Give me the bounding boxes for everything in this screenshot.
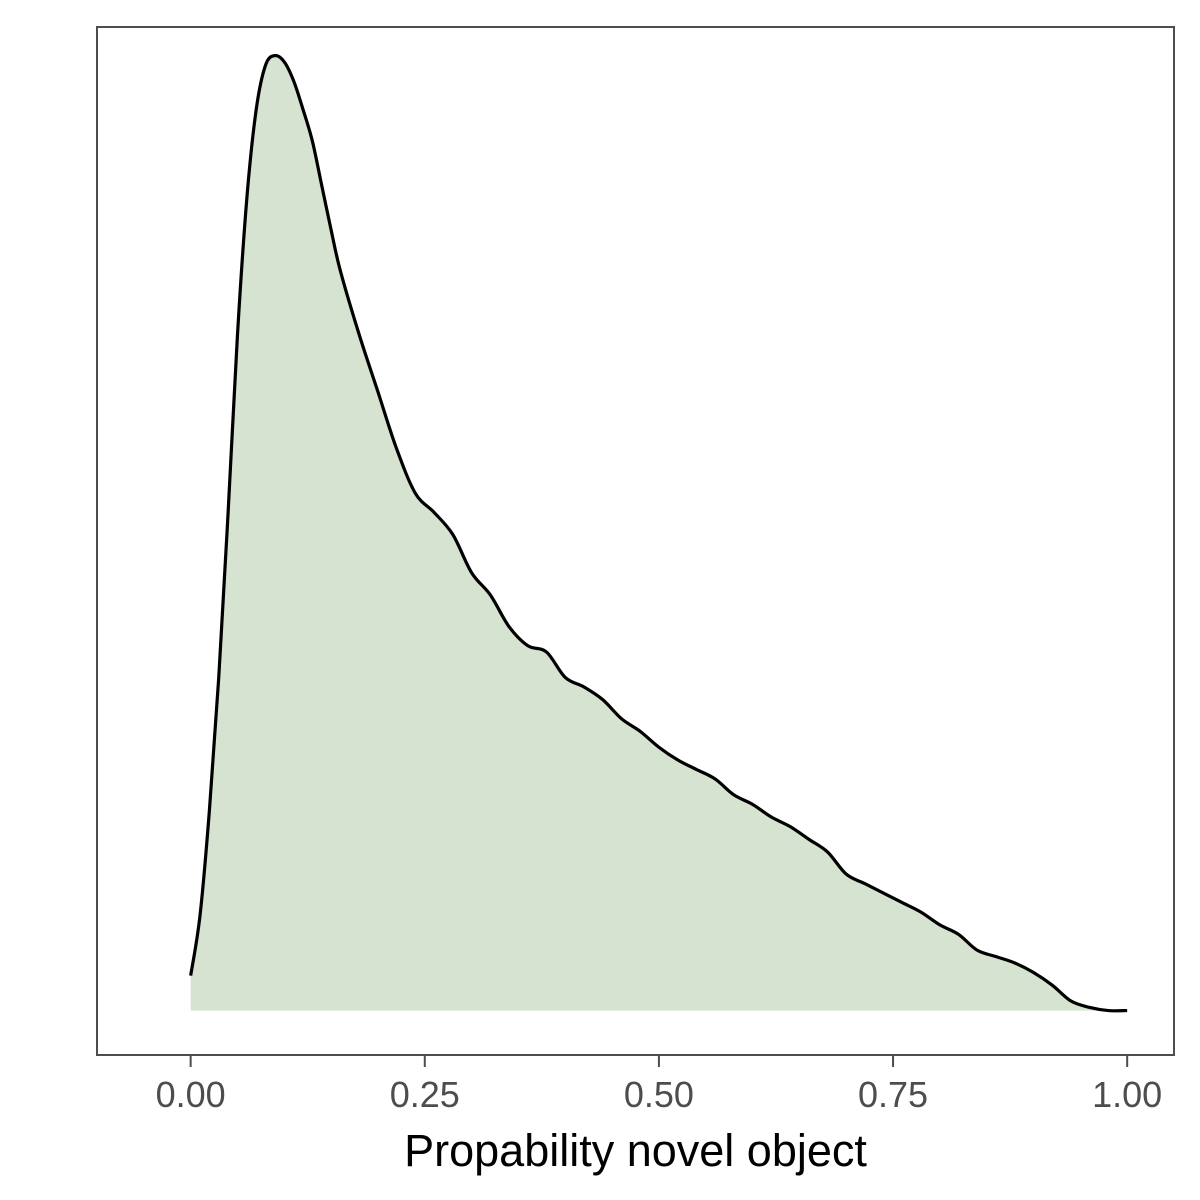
density-curve-line bbox=[189, 53, 1128, 1013]
x-tick-label: 1.00 bbox=[1092, 1074, 1162, 1115]
x-tick-label: 0.75 bbox=[858, 1074, 928, 1115]
x-axis: 0.00 0.25 0.50 0.75 1.00 bbox=[156, 1055, 1162, 1115]
x-tick-label: 0.25 bbox=[390, 1074, 460, 1115]
density-area-fill bbox=[190, 55, 1128, 1011]
x-axis-title: Propability novel object bbox=[404, 1125, 867, 1176]
x-tick-label: 0.50 bbox=[624, 1074, 694, 1115]
x-tick-label: 0.00 bbox=[156, 1074, 226, 1115]
density-area-group bbox=[189, 53, 1128, 1013]
